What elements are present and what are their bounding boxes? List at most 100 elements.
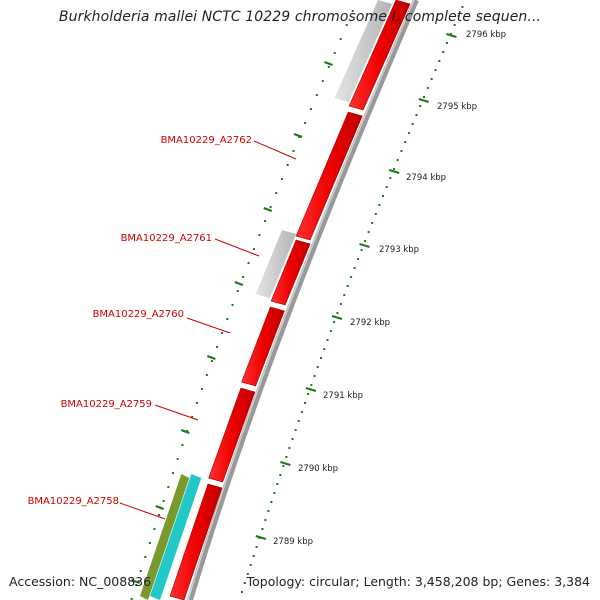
- ruler-dot: [426, 87, 429, 89]
- ruler-dot: [378, 204, 381, 206]
- scale-label: 2793 kbp: [379, 245, 419, 255]
- ruler-dot: [323, 348, 326, 350]
- ruler-dot: [316, 366, 319, 368]
- inner-dot: [195, 402, 198, 404]
- inner-tick-track: [130, 10, 354, 600]
- ruler-tick: [331, 315, 343, 320]
- inner-tick: [263, 206, 273, 213]
- ruler-dot: [270, 501, 273, 503]
- ruler-dot: [319, 357, 322, 359]
- gene-labels: BMA10229_A2762 BMA10229_A2761 BMA10229_A…: [28, 135, 252, 507]
- feature-arrow: [295, 111, 363, 241]
- inner-dot: [153, 528, 156, 530]
- feature-arrow: [169, 483, 223, 600]
- scale-label: 2794 kbp: [406, 173, 446, 183]
- gene-label[interactable]: BMA10229_A2759: [61, 399, 152, 410]
- ruler-tick: [359, 243, 370, 248]
- gene-label[interactable]: BMA10229_A2762: [161, 135, 252, 146]
- ruler-dot: [252, 555, 255, 557]
- ruler-dot: [310, 384, 313, 386]
- scale-label: 2796 kbp: [466, 30, 506, 40]
- label-connectors: [119, 140, 297, 520]
- inner-dot: [181, 444, 184, 446]
- inner-tick: [293, 132, 303, 139]
- ruler-dot: [276, 483, 279, 485]
- ruler-dot: [453, 24, 456, 26]
- scale-label: 2791 kbp: [323, 391, 363, 401]
- ruler-dot: [326, 339, 329, 341]
- feature-arrow: [140, 474, 190, 600]
- label-connector: [154, 404, 199, 421]
- ruler-dot: [343, 294, 346, 296]
- ruler-dot: [333, 321, 336, 323]
- ruler-dot: [353, 267, 356, 269]
- ruler-dot: [339, 303, 342, 305]
- inner-tick: [131, 578, 140, 585]
- inner-dot: [158, 514, 161, 516]
- ruler-dot: [438, 60, 441, 62]
- ruler-dot: [300, 411, 303, 413]
- gene-label[interactable]: BMA10229_A2761: [121, 233, 212, 244]
- backbone-line-highlight: [187, 0, 415, 600]
- ruler-dot: [285, 456, 288, 458]
- inner-dot: [144, 556, 147, 558]
- ruler-dot: [243, 582, 246, 584]
- inner-dot: [345, 24, 348, 26]
- ruler-dot: [303, 402, 306, 404]
- ruler-dot: [419, 105, 422, 107]
- inner-dot: [191, 416, 194, 418]
- ruler-dot: [336, 312, 339, 314]
- feature-arrow: [348, 0, 411, 111]
- ruler-dot: [264, 519, 267, 521]
- inner-tick: [324, 60, 333, 67]
- ruler-dot: [442, 51, 445, 53]
- feature-arrow: [255, 230, 297, 298]
- inner-dot: [309, 108, 312, 110]
- ruler-dot: [246, 573, 249, 575]
- ruler-dot: [389, 177, 392, 179]
- inner-dot: [263, 220, 266, 222]
- inner-dot: [186, 430, 189, 432]
- scale-label: 2795 kbp: [437, 102, 477, 112]
- ruler-dot: [329, 330, 332, 332]
- inner-dot: [210, 360, 213, 362]
- inner-dot: [242, 276, 245, 278]
- inner-dot: [231, 304, 234, 306]
- ruler-dot: [291, 438, 294, 440]
- ruler-dot: [288, 447, 291, 449]
- gene-label[interactable]: BMA10229_A2760: [93, 309, 184, 320]
- ruler-dot: [374, 213, 377, 215]
- inner-dot: [333, 52, 336, 54]
- feature-arrow: [208, 387, 256, 483]
- inner-dot: [258, 234, 261, 236]
- ruler-dot: [393, 168, 396, 170]
- inner-dot: [304, 122, 307, 124]
- ruler-dot: [357, 258, 360, 260]
- inner-dot: [327, 66, 330, 68]
- inner-tick: [206, 354, 216, 361]
- ruler-tick: [418, 98, 430, 103]
- inner-dot: [339, 38, 342, 40]
- ruler-tick: [446, 33, 457, 38]
- inner-dot: [280, 178, 283, 180]
- label-connector: [214, 238, 260, 257]
- ruler-dot: [434, 69, 437, 71]
- inner-dot: [275, 192, 278, 194]
- inner-dot: [247, 262, 250, 264]
- ruler-dot: [396, 159, 399, 161]
- inner-dot: [221, 332, 224, 334]
- gene-label[interactable]: BMA10229_A2758: [28, 496, 119, 507]
- label-connector: [186, 317, 231, 334]
- ruler-dot: [360, 249, 363, 251]
- inner-dot: [286, 164, 289, 166]
- ruler-dot: [407, 132, 410, 134]
- ruler-dot: [385, 186, 388, 188]
- scale-label: 2789 kbp: [273, 537, 313, 547]
- ruler-tick: [305, 387, 317, 392]
- inner-dot: [205, 374, 208, 376]
- backbone-line: [187, 0, 419, 600]
- ruler-dot: [415, 114, 418, 116]
- ruler-dot: [457, 15, 460, 17]
- ruler-tick: [388, 169, 400, 174]
- ruler-dot: [364, 240, 367, 242]
